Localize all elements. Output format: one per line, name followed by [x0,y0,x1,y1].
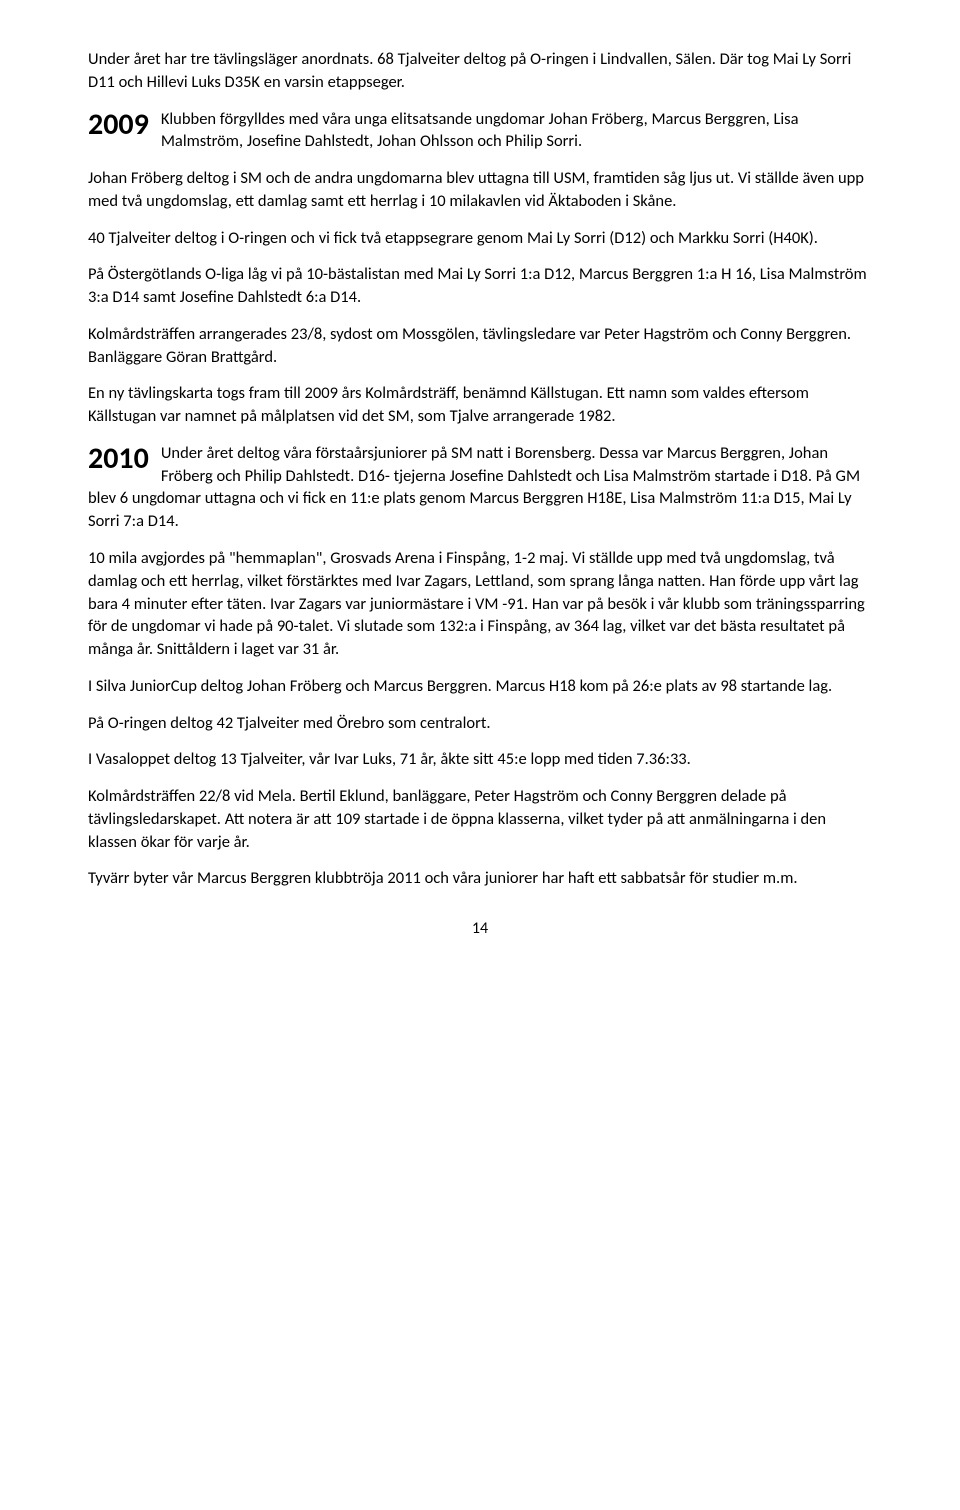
paragraph-4: 40 Tjalveiter deltog i O-ringen och vi f… [88,227,872,250]
paragraph-3: Johan Fröberg deltog i SM och de andra u… [88,167,872,213]
paragraph-9: 10 mila avgjordes på "hemmaplan", Grosva… [88,547,872,661]
year-marker-2010: 2010 [88,444,149,474]
paragraph-13: Kolmårdsträffen 22/8 vid Mela. Bertil Ek… [88,785,872,853]
page-number: 14 [88,918,872,940]
paragraph-7: En ny tävlingskarta togs fram till 2009 … [88,382,872,428]
paragraph-2009: 2009 Klubben förgylldes med våra unga el… [88,108,872,154]
paragraph-11: På O-ringen deltog 42 Tjalveiter med Öre… [88,712,872,735]
paragraph-1: Under året har tre tävlingsläger anordna… [88,48,872,94]
paragraph-12: I Vasaloppet deltog 13 Tjalveiter, vår I… [88,748,872,771]
paragraph-8-text: Under året deltog våra förstaårsjuniorer… [88,443,860,531]
year-marker-2009: 2009 [88,110,149,140]
paragraph-14: Tyvärr byter vår Marcus Berggren klubbtr… [88,867,872,890]
paragraph-5: På Östergötlands O-liga låg vi på 10-bäs… [88,263,872,309]
paragraph-6: Kolmårdsträffen arrangerades 23/8, sydos… [88,323,872,369]
paragraph-2010: 2010 Under året deltog våra förstaårsjun… [88,442,872,533]
paragraph-2-text: Klubben förgylldes med våra unga elitsat… [161,109,799,152]
paragraph-10: I Silva JuniorCup deltog Johan Fröberg o… [88,675,872,698]
